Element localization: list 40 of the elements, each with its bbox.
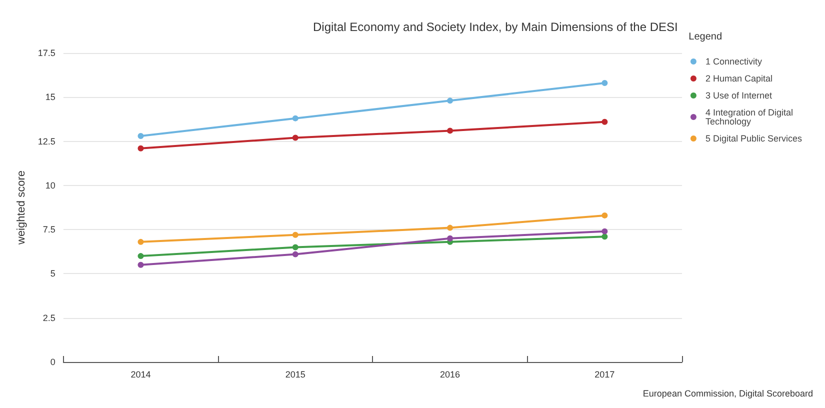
y-tick-label: 17.5 (38, 48, 56, 58)
point (447, 235, 454, 242)
y-axis-title: weighted score (16, 170, 28, 246)
y-tick-label: 0 (50, 357, 56, 367)
point (447, 128, 454, 134)
point (602, 80, 608, 86)
point (292, 134, 298, 141)
y-tick-label: 7.5 (42, 224, 56, 235)
point (292, 251, 298, 258)
point (602, 228, 608, 234)
point (602, 118, 608, 125)
point (602, 212, 608, 218)
point (447, 98, 454, 104)
y-tick-label: 2.5 (42, 312, 56, 323)
legend-label: 5 Digital Public Services (705, 134, 802, 144)
point (138, 145, 144, 152)
x-tick-label: 2014 (130, 370, 151, 380)
point (138, 253, 144, 260)
legend-title: Legend (688, 32, 722, 42)
y-tick-label: 12.5 (38, 136, 56, 146)
y-tick-label: 5 (50, 268, 56, 279)
point (292, 115, 298, 122)
x-tick-label: 2015 (285, 370, 306, 380)
point (292, 244, 298, 250)
point (292, 232, 298, 238)
point (602, 234, 608, 240)
chart-title: Digital Economy and Society Index, by Main Dimensions of the DESI (313, 20, 678, 34)
text: European Commission, Digital Scoreboard (642, 388, 814, 398)
x-tick-label: 2016 (440, 370, 460, 380)
y-tick-label: 15 (45, 92, 56, 102)
legend-label: 2 Human Capital (705, 74, 773, 84)
point (138, 262, 144, 268)
legend-label: 3 Use of Internet (705, 90, 772, 100)
y-tick-label: 10 (45, 180, 56, 190)
legend-label: 4 Integration of Digital Technology (705, 108, 794, 126)
point (447, 224, 454, 231)
point (138, 132, 144, 139)
point (138, 238, 144, 245)
legend-label: 1 Connectivity (705, 56, 762, 66)
x-tick-label: 2017 (594, 370, 615, 380)
